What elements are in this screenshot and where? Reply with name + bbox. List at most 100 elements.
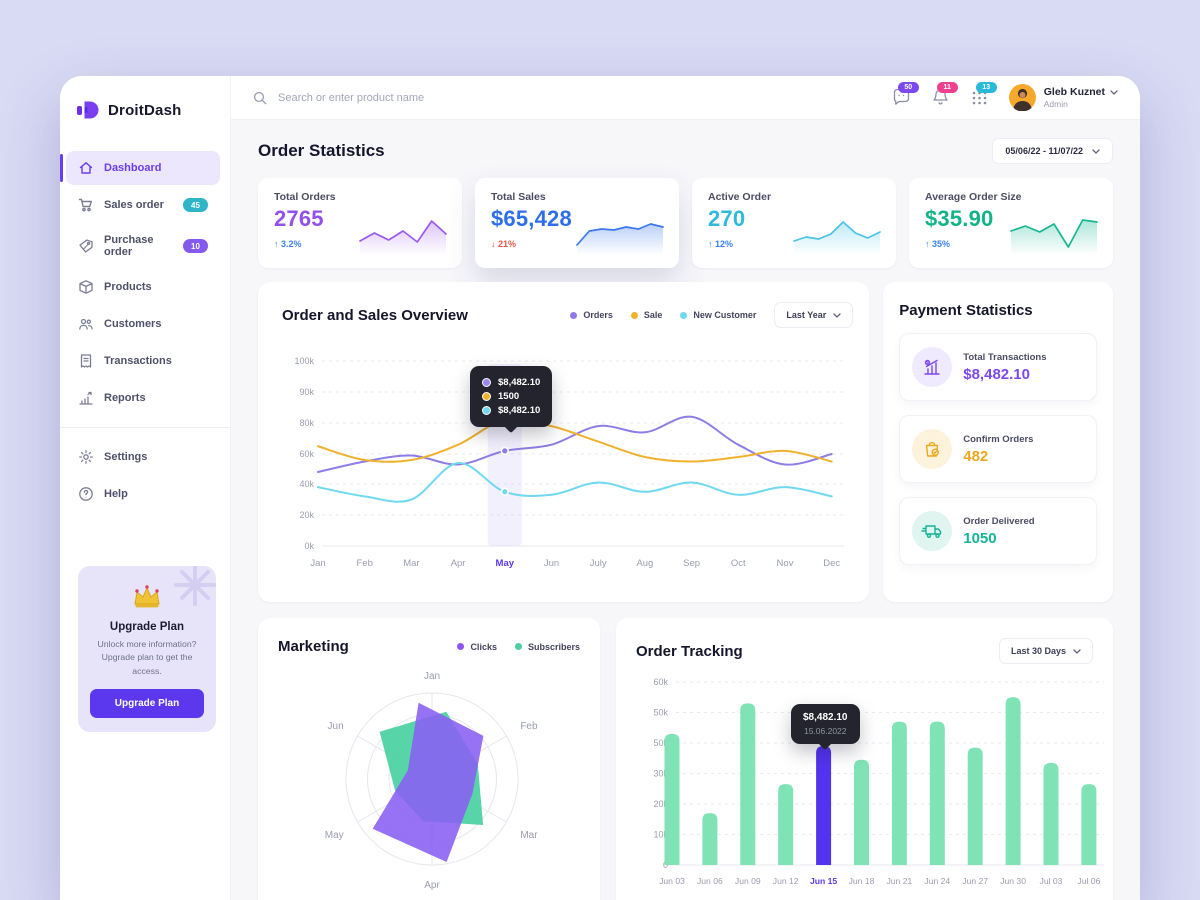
svg-text:10k: 10k bbox=[653, 830, 668, 840]
tooltip-date: 15.06.2022 bbox=[803, 726, 847, 736]
stat-value: $35.90 bbox=[925, 206, 994, 231]
sidebar-item-purchase-order[interactable]: Purchase order 10 bbox=[66, 225, 220, 267]
legend-dot bbox=[680, 311, 688, 319]
tracking-filter-button[interactable]: Last 30 Days bbox=[998, 638, 1093, 664]
stat-value: $65,428 bbox=[491, 206, 572, 231]
tooltip-dot bbox=[482, 392, 491, 401]
legend-dot bbox=[570, 311, 578, 319]
svg-text:Jul 06: Jul 06 bbox=[1077, 876, 1100, 886]
sidebar-item-label: Purchase order bbox=[104, 234, 154, 258]
sidebar-item-transactions[interactable]: Transactions bbox=[66, 344, 220, 378]
svg-text:July: July bbox=[590, 558, 607, 569]
sidebar-item-help[interactable]: Help bbox=[66, 477, 220, 511]
payment-statistics-panel: Payment Statistics $ Total Transactions … bbox=[883, 282, 1113, 602]
sidebar-item-products[interactable]: Products bbox=[66, 270, 220, 304]
sidebar-item-label: Products bbox=[104, 281, 152, 293]
legend-clicks[interactable]: Clicks bbox=[457, 642, 497, 652]
sidebar-item-settings[interactable]: Settings bbox=[66, 440, 220, 474]
main-area: 50 11 13 Gleb Kuznet Admin bbox=[231, 76, 1140, 900]
bottom-row: Marketing Clicks Subscribers Jan Feb Mar Ap… bbox=[258, 618, 1113, 900]
messages-button[interactable]: 50 bbox=[892, 82, 919, 107]
svg-text:Jun 27: Jun 27 bbox=[962, 876, 988, 886]
app-logo[interactable]: DroitDash bbox=[60, 76, 230, 138]
tooltip-row: $8,482.10 bbox=[482, 377, 540, 388]
marketing-title: Marketing bbox=[278, 638, 349, 655]
stat-delta: ↑ 12% bbox=[708, 239, 880, 249]
search-input[interactable] bbox=[276, 90, 580, 105]
user-name: Gleb Kuznet bbox=[1043, 86, 1105, 98]
cart-icon bbox=[78, 198, 92, 212]
legend-subscribers[interactable]: Subscribers bbox=[514, 642, 580, 652]
sidebar-item-reports[interactable]: Reports bbox=[66, 381, 220, 415]
sidebar-item-label: Customers bbox=[104, 318, 162, 330]
topbar-actions: 50 11 13 Gleb Kuznet Admin bbox=[892, 82, 1118, 111]
stat-cards-row: Total Orders 2765 ↑ 3.2% Total Sales $65… bbox=[258, 178, 1113, 268]
svg-text:Jan: Jan bbox=[310, 558, 325, 569]
marketing-radar-chart: Jan Feb Mar Apr May Jun bbox=[325, 671, 538, 891]
notifications-button[interactable]: 11 bbox=[931, 82, 958, 107]
tracking-title: Order Tracking bbox=[636, 642, 743, 660]
stat-label: Average Order Size bbox=[925, 191, 1022, 203]
stat-delta: ↓ 21% bbox=[491, 239, 663, 249]
svg-text:Jun 21: Jun 21 bbox=[886, 876, 912, 886]
starburst-decoration bbox=[174, 566, 216, 606]
user-menu[interactable]: Gleb Kuznet Admin bbox=[1008, 84, 1118, 111]
sidebar-item-sales-order[interactable]: Sales order 45 bbox=[66, 188, 220, 222]
stat-value: 2765 bbox=[274, 206, 324, 231]
delivery-truck-icon bbox=[912, 511, 953, 551]
svg-text:Oct: Oct bbox=[731, 558, 746, 569]
stat-value: 270 bbox=[708, 206, 746, 231]
sidebar-item-label: Transactions bbox=[104, 355, 172, 367]
payment-value: $8,482.10 bbox=[963, 365, 1030, 383]
apps-button[interactable]: 13 bbox=[970, 82, 997, 107]
date-range-value: 05/06/22 - 11/07/22 bbox=[1005, 146, 1083, 156]
date-range-picker[interactable]: 05/06/22 - 11/07/22 bbox=[992, 138, 1113, 164]
delta-value: 3.2% bbox=[281, 239, 302, 249]
overview-tooltip: $8,482.10 1500 $8,482.10 bbox=[470, 366, 553, 427]
legend-orders[interactable]: Orders bbox=[570, 310, 613, 320]
marketing-legend: Clicks Subscribers bbox=[457, 642, 580, 652]
apps-badge: 13 bbox=[975, 82, 997, 93]
payment-value: 1050 bbox=[963, 529, 997, 547]
svg-text:Jun: Jun bbox=[544, 558, 559, 569]
svg-text:Feb: Feb bbox=[357, 558, 373, 569]
payment-title: Payment Statistics bbox=[899, 302, 1033, 319]
overview-filter-button[interactable]: Last Year bbox=[774, 302, 854, 328]
receipt-icon bbox=[80, 354, 92, 368]
svg-text:Jun 24: Jun 24 bbox=[924, 876, 950, 886]
sidebar-item-customers[interactable]: Customers bbox=[66, 307, 220, 341]
overview-title: Order and Sales Overview bbox=[282, 306, 468, 324]
payment-label: Total Transactions bbox=[963, 351, 1047, 363]
sidebar-nav: Dashboard Sales order 45 Purchase order … bbox=[60, 138, 230, 514]
upgrade-plan-button[interactable]: Upgrade Plan bbox=[90, 689, 204, 719]
legend-dot bbox=[457, 643, 465, 650]
svg-text:60k: 60k bbox=[299, 449, 314, 459]
svg-text:Mar: Mar bbox=[520, 830, 538, 841]
upgrade-title: Upgrade Plan bbox=[109, 621, 185, 633]
bell-icon bbox=[933, 89, 948, 105]
svg-text:Jun 03: Jun 03 bbox=[659, 876, 685, 886]
delta-arrow-icon: ↑ bbox=[708, 239, 713, 249]
svg-text:Apr: Apr bbox=[424, 880, 440, 891]
overview-legend: Orders Sale New Customer bbox=[570, 310, 756, 320]
tooltip-row: $8,482.10 bbox=[482, 405, 540, 416]
sidebar-item-label: Help bbox=[104, 488, 128, 500]
legend-new-customer[interactable]: New Customer bbox=[680, 310, 756, 320]
svg-text:May: May bbox=[496, 558, 515, 569]
sidebar-item-dashboard[interactable]: Dashboard bbox=[60, 151, 220, 185]
order-sales-overview-panel: Order and Sales Overview Orders Sale New… bbox=[258, 282, 870, 602]
svg-text:Nov: Nov bbox=[777, 558, 794, 569]
svg-text:50k: 50k bbox=[653, 738, 668, 748]
box-icon bbox=[79, 280, 93, 294]
sidebar-item-label: Sales order bbox=[104, 199, 164, 211]
legend-label: Orders bbox=[583, 310, 613, 320]
legend-label: Sale bbox=[643, 310, 663, 320]
svg-text:Mar: Mar bbox=[403, 558, 419, 569]
chat-icon bbox=[893, 88, 909, 105]
svg-text:Dec: Dec bbox=[823, 558, 840, 569]
legend-sale[interactable]: Sale bbox=[630, 310, 663, 320]
confirm-orders-icon bbox=[912, 429, 953, 469]
payment-item-total-transactions: $ Total Transactions $8,482.10 bbox=[899, 333, 1097, 401]
middle-row: Order and Sales Overview Orders Sale New… bbox=[258, 282, 1113, 602]
